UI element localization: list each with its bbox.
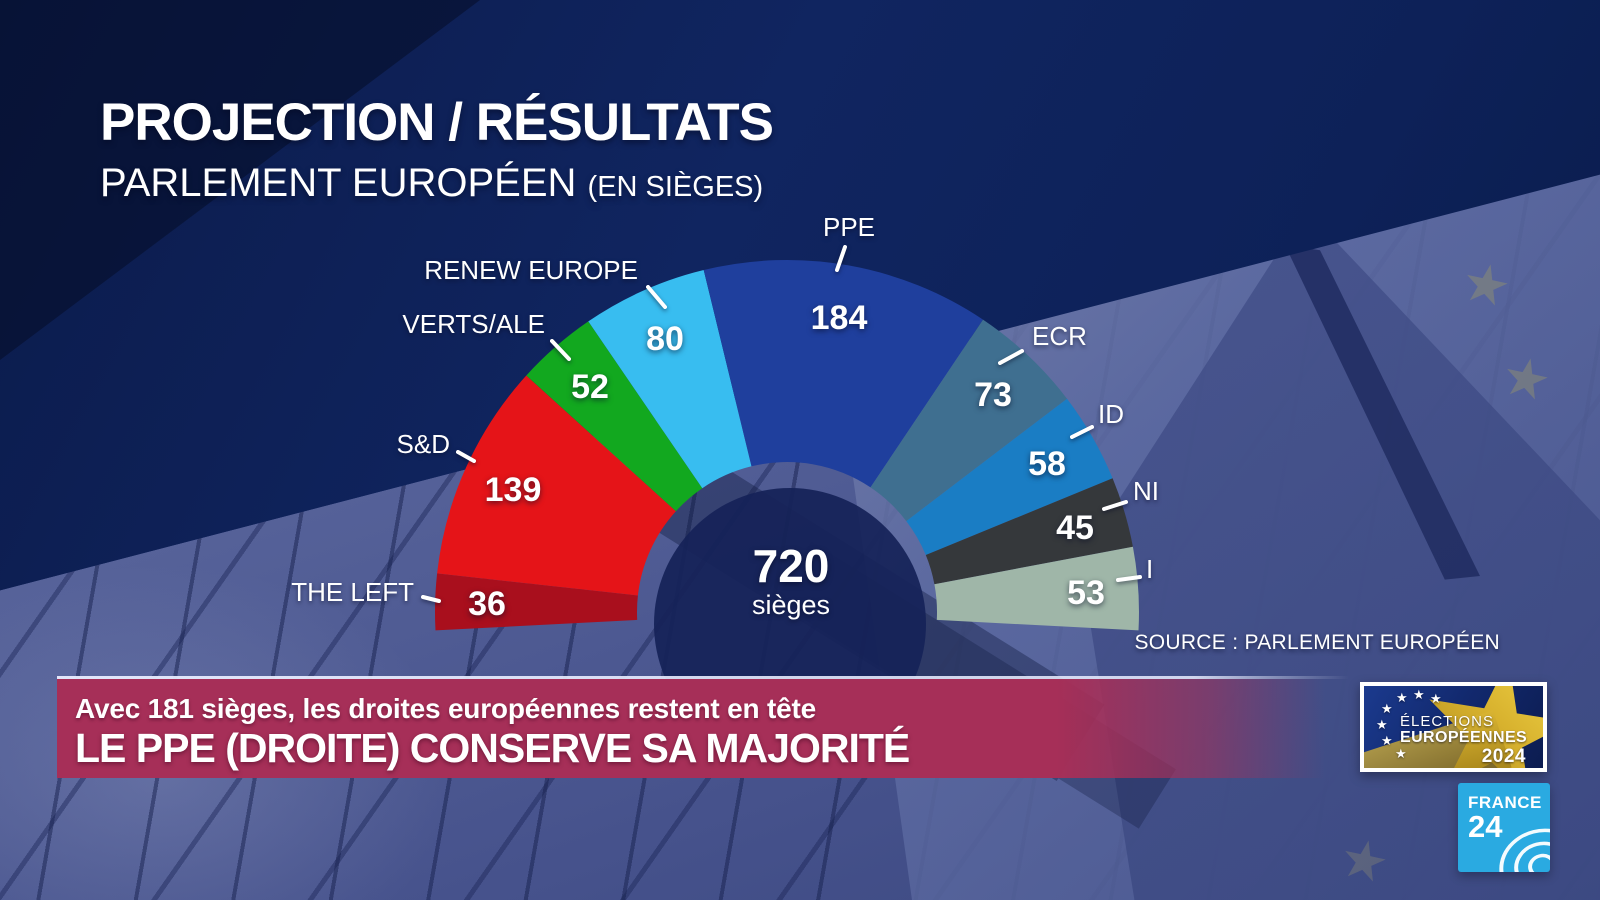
wedge-verts-ale (526, 321, 703, 512)
elections-2024-badge: ★ ★ ★ ★ ★ ★ ★ ÉLECTIONS EUROPÉENNES 2024 (1360, 682, 1547, 772)
eu-star-icon: ★ (1381, 701, 1393, 716)
wedge-the-left (435, 573, 638, 631)
seat-count-id: 58 (1028, 445, 1066, 483)
banner-top-line (57, 676, 1349, 679)
wedge-ecr (870, 319, 1067, 522)
eu-star-icon: ★ (1376, 717, 1388, 732)
label-tick-ni (1102, 500, 1128, 511)
eu-star-icon: ★ (1396, 690, 1408, 705)
total-seats-unit: sièges (752, 590, 830, 620)
wedge-i (934, 546, 1139, 631)
seat-count-ni: 45 (1056, 509, 1094, 547)
badge-inner: ★ ★ ★ ★ ★ ★ ★ ÉLECTIONS EUROPÉENNES 2024 (1364, 686, 1543, 768)
logo-line1: FRANCE (1468, 793, 1542, 812)
seat-count-s-d: 139 (485, 471, 542, 509)
source-credit: SOURCE : PARLEMENT EUROPÉEN (1134, 631, 1500, 654)
subtitle-note: (EN SIÈGES) (587, 171, 764, 203)
label-tick-the-left (421, 595, 441, 603)
eu-star-icon: ★ (1413, 687, 1425, 702)
badge-line1: ÉLECTIONS (1400, 713, 1495, 730)
lower-third-banner: Avec 181 sièges, les droites européennes… (57, 676, 1349, 778)
seat-count-i: 53 (1067, 574, 1105, 612)
party-label-verts-ale: VERTS/ALE (402, 309, 545, 339)
seat-count-the-left: 36 (468, 585, 506, 623)
total-seats: 720 (753, 540, 830, 592)
seat-count-renew-europe: 80 (646, 320, 684, 358)
seat-count-verts-ale: 52 (571, 368, 609, 406)
label-tick-id (1070, 425, 1094, 439)
party-label-ni: NI (1133, 476, 1159, 506)
label-tick-s-d (456, 450, 476, 463)
seat-count-ppe: 184 (811, 299, 868, 337)
label-tick-ppe (835, 245, 847, 272)
label-tick-renew-europe (646, 285, 667, 309)
wedge-ppe (703, 259, 983, 488)
page-title: PROJECTION / RÉSULTATS (100, 93, 774, 152)
party-label-id: ID (1098, 399, 1124, 429)
eu-star-icon: ★ (1381, 733, 1393, 748)
label-tick-ecr (998, 349, 1024, 365)
eu-star-icon: ★ (1430, 691, 1442, 706)
party-label-i: I (1146, 554, 1153, 584)
party-label-renew-europe: RENEW EUROPE (424, 255, 638, 285)
page-subtitle: PARLEMENT EUROPÉEN (EN SIÈGES) (100, 161, 764, 205)
wedge-id (906, 398, 1113, 555)
party-label-s-d: S&D (397, 429, 450, 459)
party-label-ecr: ECR (1032, 321, 1087, 351)
seat-count-ecr: 73 (974, 376, 1012, 414)
banner-headline: LE PPE (DROITE) CONSERVE SA MAJORITÉ (75, 725, 910, 771)
banner-kicker: Avec 181 sièges, les droites européennes… (75, 693, 816, 724)
wedge-s-d (437, 375, 676, 596)
wedge-renew-europe (588, 270, 752, 489)
banner-body (57, 679, 1338, 778)
badge-line2: EUROPÉENNES (1400, 729, 1528, 746)
logo-line2: 24 (1468, 809, 1503, 844)
france24-logo: FRANCE 24 (1458, 783, 1550, 872)
wedge-ni (925, 478, 1133, 585)
label-tick-verts-ale (550, 339, 571, 361)
party-label-ppe: PPE (823, 212, 875, 242)
header: PROJECTION / RÉSULTATS PARLEMENT EUROPÉE… (100, 93, 774, 205)
label-tick-i (1116, 575, 1142, 582)
party-label-the-left: THE LEFT (291, 577, 414, 607)
badge-line3: 2024 (1481, 746, 1526, 767)
eu-star-icon: ★ (1395, 746, 1407, 761)
